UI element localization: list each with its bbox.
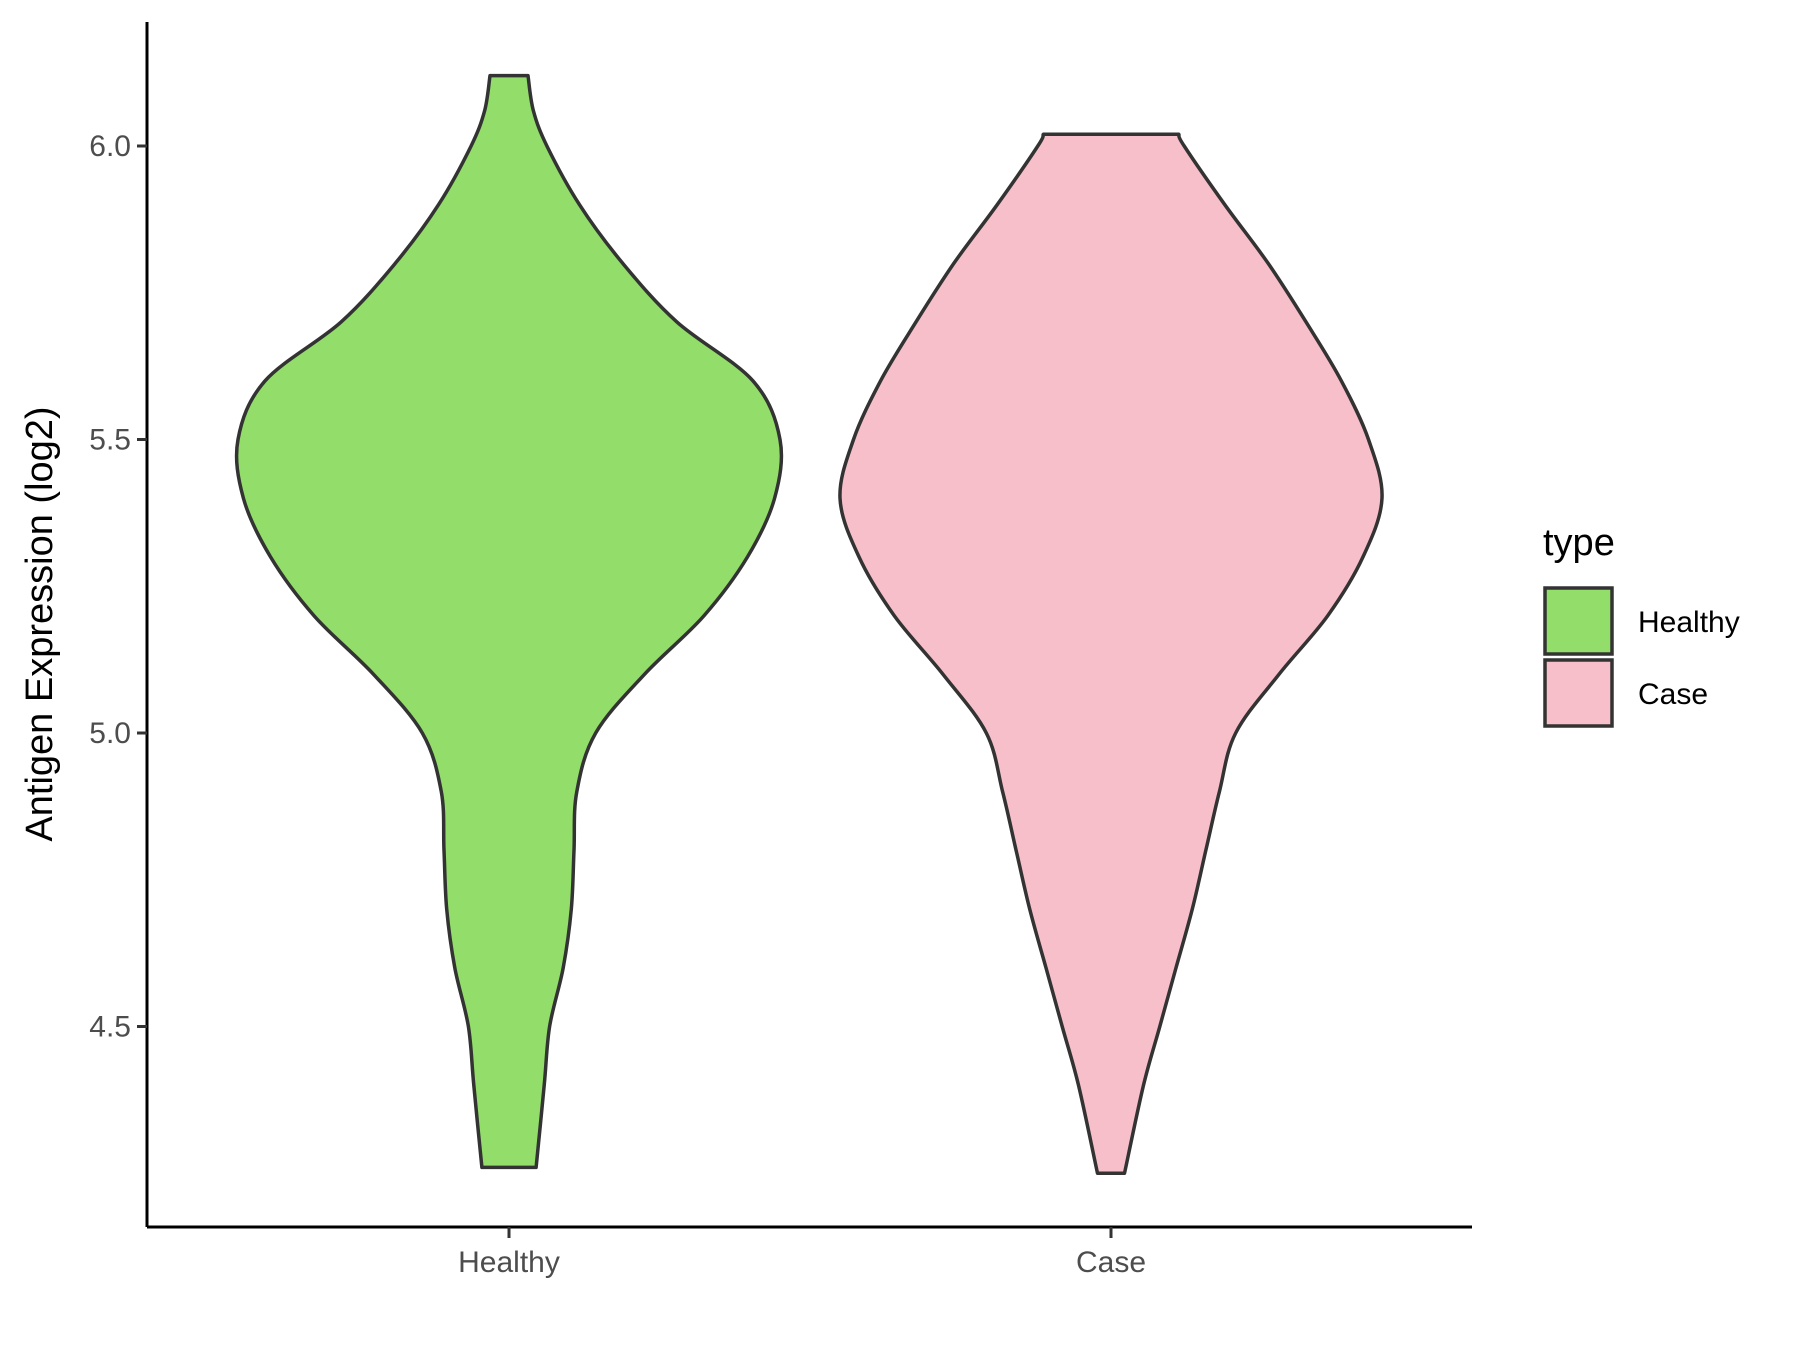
x-tick-label: Case [1076, 1246, 1146, 1279]
y-ticks: 4.5 5.0 5.5 6.0 [89, 130, 147, 1044]
legend-label-case: Case [1638, 678, 1708, 711]
legend-key-healthy [1543, 586, 1614, 656]
y-tick-label: 5.0 [89, 717, 131, 750]
violin-layer [234, 73, 1384, 1176]
x-ticks: Healthy Case [458, 1227, 1146, 1279]
y-tick-label: 5.5 [89, 424, 131, 457]
legend-key-case [1543, 658, 1614, 728]
violin-healthy [234, 73, 784, 1170]
y-tick-label: 4.5 [89, 1011, 131, 1044]
violin-case [838, 132, 1384, 1176]
axes: 4.5 5.0 5.5 6.0 Healthy Case [89, 22, 1472, 1279]
y-axis-title: Antigen Expression (log2) [19, 406, 61, 841]
legend-title: type [1543, 522, 1615, 564]
x-tick-label: Healthy [458, 1246, 560, 1279]
legend: type Healthy Case [1543, 522, 1740, 728]
y-tick-label: 6.0 [89, 130, 131, 163]
legend-label-healthy: Healthy [1638, 606, 1740, 639]
legend-entries: Healthy Case [1543, 586, 1740, 728]
